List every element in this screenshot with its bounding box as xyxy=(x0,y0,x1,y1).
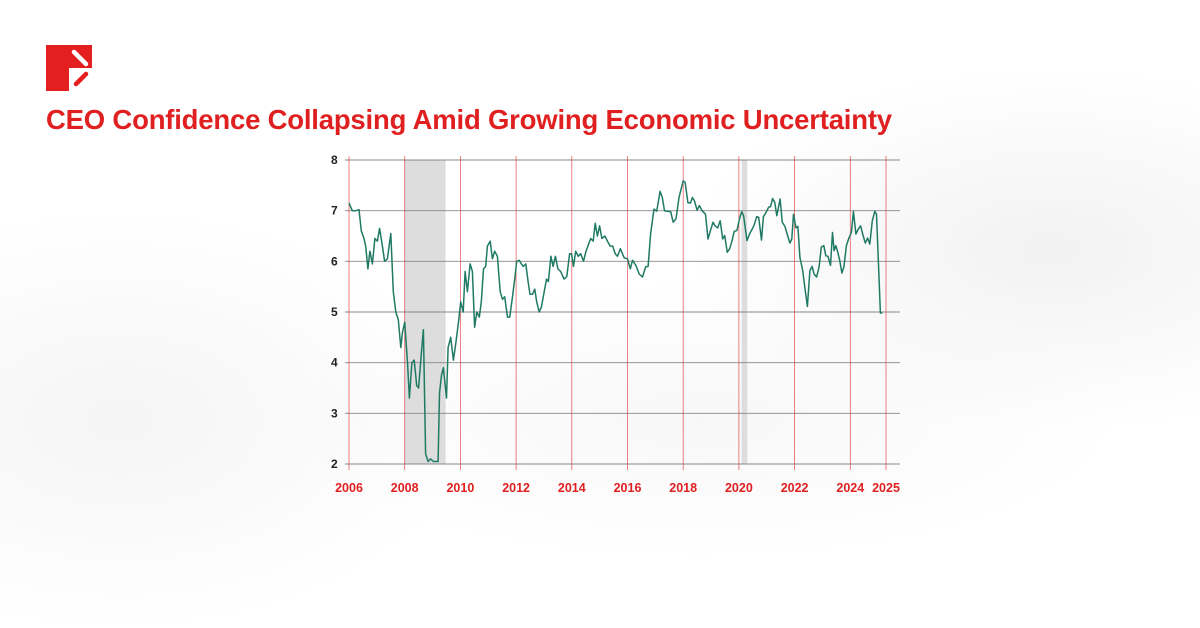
x-tick-label: 2006 xyxy=(335,481,363,495)
x-tick-label: 2018 xyxy=(669,481,697,495)
x-tick-label: 2016 xyxy=(614,481,642,495)
x-tick-label: 2014 xyxy=(558,481,586,495)
x-tick-label: 2024 xyxy=(836,481,864,495)
x-tick-label: 2020 xyxy=(725,481,753,495)
y-tick-label: 6 xyxy=(331,254,338,268)
y-tick-label: 5 xyxy=(331,305,338,319)
x-tick-label: 2025 xyxy=(872,481,900,495)
x-tick-label: 2010 xyxy=(446,481,474,495)
y-tick-label: 7 xyxy=(331,204,338,218)
y-tick-label: 3 xyxy=(331,406,338,420)
y-tick-label: 8 xyxy=(331,153,338,167)
brand-logo-icon xyxy=(46,45,92,91)
page-title: CEO Confidence Collapsing Amid Growing E… xyxy=(46,104,892,135)
x-tick-label: 2012 xyxy=(502,481,530,495)
x-tick-label: 2008 xyxy=(391,481,419,495)
series-line xyxy=(348,180,883,463)
y-tick-label: 4 xyxy=(331,356,338,370)
y-tick-label: 2 xyxy=(331,457,338,471)
x-tick-label: 2022 xyxy=(781,481,809,495)
